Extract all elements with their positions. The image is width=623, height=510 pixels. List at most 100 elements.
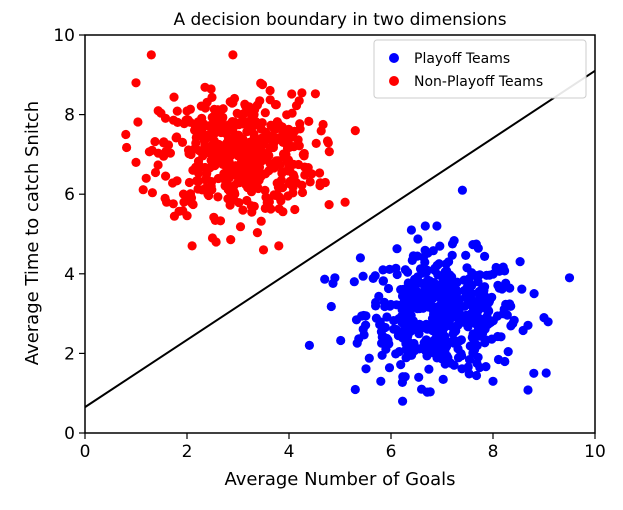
non-playoff-team-point xyxy=(271,156,281,166)
non-playoff-team-point xyxy=(141,173,151,183)
playoff-team-point xyxy=(375,317,385,327)
playoff-team-point xyxy=(517,284,527,294)
playoff-team-point xyxy=(529,289,539,299)
non-playoff-team-point xyxy=(181,193,191,203)
non-playoff-team-point xyxy=(288,170,298,180)
non-playoff-team-point xyxy=(200,103,210,113)
legend-marker-playoff xyxy=(389,53,399,63)
playoff-team-point xyxy=(482,304,492,314)
playoff-team-point xyxy=(515,257,525,267)
non-playoff-team-point xyxy=(249,174,259,184)
playoff-team-point xyxy=(417,384,427,394)
non-playoff-team-point xyxy=(236,110,247,120)
playoff-team-point xyxy=(467,268,477,278)
playoff-team-point xyxy=(474,271,484,281)
playoff-team-point xyxy=(400,265,410,275)
non-playoff-team-point xyxy=(183,145,194,155)
y-axis: 0 2 4 6 8 10 xyxy=(53,26,85,444)
non-playoff-team-point xyxy=(340,197,350,207)
non-playoff-team-point xyxy=(229,120,239,130)
non-playoff-team-point xyxy=(212,124,222,134)
non-playoff-team-point xyxy=(217,173,227,183)
playoff-team-point xyxy=(382,312,392,322)
playoff-team-point xyxy=(359,330,369,340)
plot-area xyxy=(84,34,596,434)
non-playoff-team-point xyxy=(185,104,195,114)
playoff-team-point xyxy=(350,384,360,395)
playoff-team-point xyxy=(438,374,448,384)
non-playoff-team-point xyxy=(246,201,256,211)
non-playoff-team-point xyxy=(271,100,281,110)
non-playoff-team-point xyxy=(172,106,182,116)
non-playoff-team-point xyxy=(324,147,334,157)
non-playoff-team-point xyxy=(297,88,307,98)
playoff-team-point xyxy=(399,325,409,335)
non-playoff-team-point xyxy=(304,116,314,126)
non-playoff-team-point xyxy=(282,110,292,120)
non-playoff-team-point xyxy=(185,117,195,127)
non-playoff-team-point xyxy=(225,195,235,205)
non-playoff-team-point xyxy=(307,169,317,179)
non-playoff-team-point xyxy=(258,245,269,255)
playoff-team-point xyxy=(376,327,386,337)
playoff-team-point xyxy=(457,364,467,374)
non-playoff-team-point xyxy=(188,165,198,175)
playoff-team-point xyxy=(420,342,430,352)
non-playoff-team-point xyxy=(193,184,203,194)
playoff-team-point xyxy=(493,354,504,365)
playoff-team-point xyxy=(371,297,381,308)
non-playoff-team-point xyxy=(172,132,182,142)
playoff-team-point xyxy=(424,302,434,312)
non-playoff-team-point xyxy=(212,154,223,164)
playoff-team-point xyxy=(409,319,419,329)
playoff-team-point xyxy=(471,370,482,381)
non-playoff-team-point xyxy=(255,96,265,106)
playoff-team-point xyxy=(456,335,466,345)
non-playoff-team-point xyxy=(251,151,261,161)
playoff-team-point xyxy=(449,236,459,246)
playoff-team-point xyxy=(435,241,445,251)
playoff-team-point xyxy=(378,276,388,286)
non-playoff-team-point xyxy=(238,205,248,215)
y-tick-label: 6 xyxy=(64,185,75,205)
non-playoff-team-point xyxy=(213,144,223,154)
playoff-team-point xyxy=(330,273,340,283)
playoff-team-point xyxy=(396,360,406,370)
non-playoff-team-point xyxy=(150,137,160,147)
legend-label-non-playoff: Non-Playoff Teams xyxy=(414,74,543,90)
playoff-team-point xyxy=(326,301,336,312)
playoff-team-point xyxy=(541,368,551,378)
x-axis-label: Average Number of Goals xyxy=(224,469,455,490)
non-playoff-team-point xyxy=(153,160,163,170)
non-playoff-team-point xyxy=(291,101,302,111)
non-playoff-team-point xyxy=(242,171,252,181)
playoff-team-point xyxy=(432,353,442,363)
non-playoff-team-point xyxy=(133,117,143,127)
playoff-team-point xyxy=(442,351,452,361)
playoff-team-point xyxy=(420,221,430,231)
playoff-team-point xyxy=(480,251,490,261)
playoff-team-point xyxy=(401,314,411,324)
playoff-team-point xyxy=(424,364,434,374)
playoff-team-point xyxy=(386,299,396,310)
non-playoff-team-point xyxy=(226,235,236,245)
non-playoff-team-point xyxy=(286,130,296,140)
playoff-team-point xyxy=(403,292,413,302)
playoff-team-point xyxy=(471,319,481,329)
non-playoff-team-point xyxy=(209,136,219,146)
non-playoff-team-point xyxy=(193,156,204,166)
playoff-team-point xyxy=(438,294,448,304)
playoff-team-point xyxy=(336,335,346,346)
playoff-team-point xyxy=(496,332,506,342)
playoff-team-point xyxy=(450,326,460,336)
non-playoff-team-point xyxy=(240,99,250,109)
playoff-team-point xyxy=(430,308,440,318)
non-playoff-team-point xyxy=(318,119,328,130)
playoff-team-point xyxy=(361,320,371,330)
non-playoff-team-point xyxy=(209,212,219,222)
playoff-team-point xyxy=(418,252,429,262)
playoff-team-point xyxy=(465,309,475,319)
playoff-team-point xyxy=(454,294,464,305)
playoff-team-point xyxy=(385,264,395,274)
non-playoff-team-point xyxy=(282,143,293,153)
